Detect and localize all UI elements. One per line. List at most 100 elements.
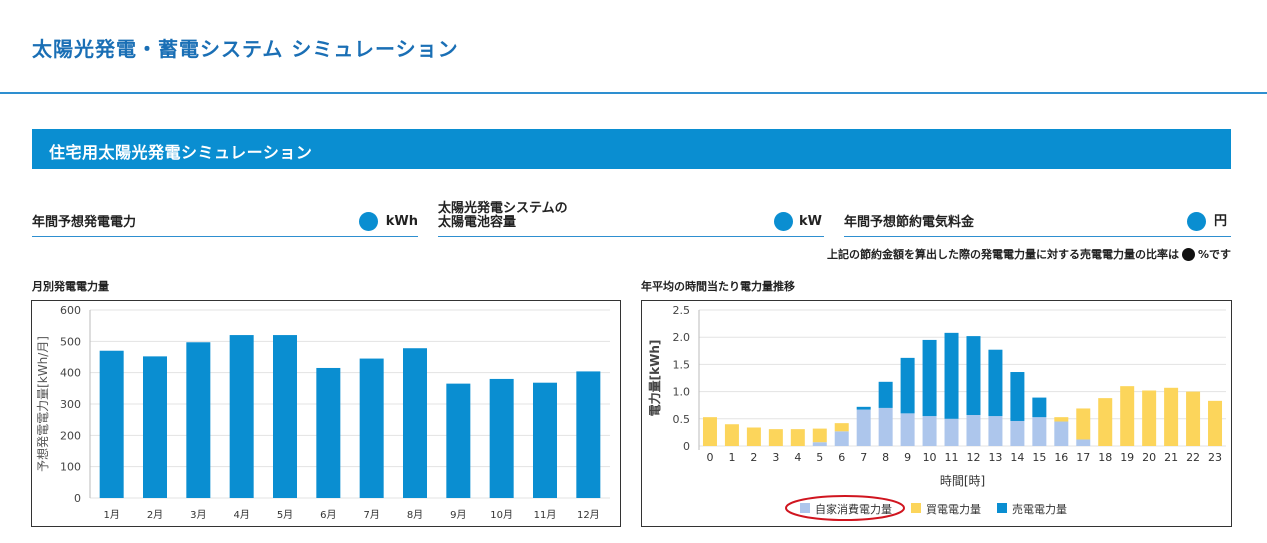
x-tick-label: 5月 [277, 509, 293, 521]
annual-savings-unit: 円 [1213, 214, 1227, 229]
x-tick-label: 2月 [147, 509, 163, 521]
y-tick-label: 1.5 [673, 358, 691, 371]
bar [186, 342, 211, 498]
y-tick-label: 400 [60, 367, 81, 380]
sale-bar [988, 349, 1003, 417]
x-tick-label: 5 [816, 451, 823, 464]
purchase-bar [702, 417, 717, 446]
bar [316, 367, 341, 498]
annual-generation-stat: 年間予想発電電力 kWh [32, 200, 418, 237]
value-dot-icon [1187, 212, 1206, 231]
self-consumption-legend-label: 自家消費電力量 [815, 502, 892, 516]
purchase-legend-label: 買電電力量 [926, 503, 981, 516]
y-tick-label: 100 [60, 461, 81, 474]
x-tick-label: 9 [904, 451, 911, 464]
x-tick-label: 12 [966, 451, 980, 464]
purchase-bar [1076, 408, 1091, 440]
y-tick-label: 300 [60, 398, 81, 411]
value-dot-icon [774, 212, 793, 231]
section-title: 住宅用太陽光発電シミュレーション [49, 143, 313, 162]
bar [229, 335, 254, 498]
bar [143, 356, 167, 498]
section-banner: 住宅用太陽光発電シミュレーション [32, 129, 1231, 169]
bar [99, 350, 124, 498]
bar [446, 383, 471, 498]
sell-ratio-note: 上記の節約金額を算出した際の発電電力量に対する売電電力量の比率は %です [827, 246, 1231, 262]
x-tick-label: 4 [794, 451, 801, 464]
monthly-chart-title: 月別発電電力量 [32, 280, 109, 293]
self-consumption-bar [878, 407, 893, 446]
purchase-bar [812, 428, 827, 443]
bar [273, 335, 297, 498]
purchase-legend-swatch [911, 503, 921, 513]
purchase-bar [724, 424, 739, 446]
sale-bar [944, 332, 959, 419]
y-tick-label: 2.0 [673, 331, 691, 344]
purchase-bar [790, 429, 805, 446]
sale-bar [856, 406, 871, 410]
hourly-chart: 00.51.01.52.02.50 1 2 3 4 5 6 7 8 9 10 11 12 13 14 15 16… [647, 304, 1226, 521]
bar [489, 378, 514, 498]
x-tick-label: 9月 [450, 509, 466, 521]
hourly-chart-frame: 0 0.5 1.0 1.5 2.0 2.5 0 1 2 3 4 5 6 7 8 9 10 11 12 13 14 15 16… [641, 300, 1232, 527]
self-consumption-bar [812, 442, 827, 446]
bar [576, 371, 601, 498]
legend-highlight-ellipse [785, 495, 905, 521]
annual-generation-unit: kWh [385, 214, 418, 229]
x-tick-label: 10月 [490, 509, 513, 521]
purchase-bar [1164, 387, 1179, 446]
x-tick-label: 8月 [407, 509, 423, 521]
monthly-chart-frame: 0 100 200 300 400 500 600 1月 2月 3月 4月 5月 6月 7月 8月 9月 10月… [31, 300, 621, 527]
purchase-bar [1208, 400, 1223, 446]
x-tick-label: 11 [945, 451, 959, 464]
x-tick-label: 21 [1164, 451, 1178, 464]
y-axis-title: 電力量[kWh] [647, 340, 662, 417]
panel-capacity-stat: 太陽光発電システムの 太陽電池容量 kW [438, 200, 824, 237]
annual-savings-label: 年間予想節約電気料金 [844, 215, 975, 230]
y-tick-label: 500 [60, 335, 81, 348]
purchase-bar [1098, 398, 1113, 446]
monthly-chart: 0 100 200 300 400 500 600 1月 2月 3月 4月 5月 6月 7月 8月 9月 10月… [35, 304, 610, 521]
bar [359, 358, 384, 498]
x-tick-label: 8 [882, 451, 889, 464]
page-title: 太陽光発電・蓄電システム シミュレーション [32, 37, 459, 61]
sale-legend-swatch [997, 503, 1007, 513]
bar [533, 382, 557, 498]
purchase-bar [1186, 391, 1201, 446]
x-tick-label: 17 [1076, 451, 1090, 464]
bar [403, 348, 427, 498]
annual-savings-stat: 年間予想節約電気料金 円 [844, 200, 1231, 237]
x-tick-label: 14 [1010, 451, 1024, 464]
self-consumption-bar [1054, 421, 1069, 446]
value-dot-icon [1181, 247, 1195, 261]
self-consumption-bar [1010, 420, 1025, 446]
x-tick-label: 11月 [534, 509, 557, 521]
sale-bar [1010, 372, 1025, 421]
sale-bar [1032, 397, 1047, 418]
self-consumption-bar [966, 414, 981, 446]
purchase-bar [768, 429, 783, 446]
y-tick-label: 200 [60, 429, 81, 442]
value-dot-icon [359, 212, 378, 231]
x-tick-label: 18 [1098, 451, 1112, 464]
purchase-bar [1142, 390, 1157, 446]
title-divider [0, 92, 1267, 94]
y-axis-title: 予想発電電力量[kWh/月] [35, 336, 50, 472]
purchase-bar [834, 423, 849, 432]
sale-bar [966, 336, 981, 415]
sell-ratio-text: 上記の節約金額を算出した際の発電電力量に対する売電電力量の比率は [826, 248, 1179, 261]
self-consumption-bar [922, 416, 937, 446]
annual-generation-label: 年間予想発電電力 [32, 215, 137, 230]
y-tick-label: 600 [60, 304, 81, 317]
self-consumption-bar [944, 418, 959, 446]
y-tick-label: 1.0 [673, 386, 691, 399]
x-tick-label: 4月 [233, 509, 249, 521]
x-tick-label: 6月 [320, 509, 336, 521]
sale-bar [922, 339, 937, 417]
self-consumption-bar [988, 416, 1003, 446]
x-tick-label: 7月 [363, 509, 379, 521]
y-tick-label: 0 [683, 440, 690, 453]
x-tick-label: 22 [1186, 451, 1200, 464]
x-tick-label: 0 [706, 451, 713, 464]
x-tick-label: 13 [988, 451, 1002, 464]
